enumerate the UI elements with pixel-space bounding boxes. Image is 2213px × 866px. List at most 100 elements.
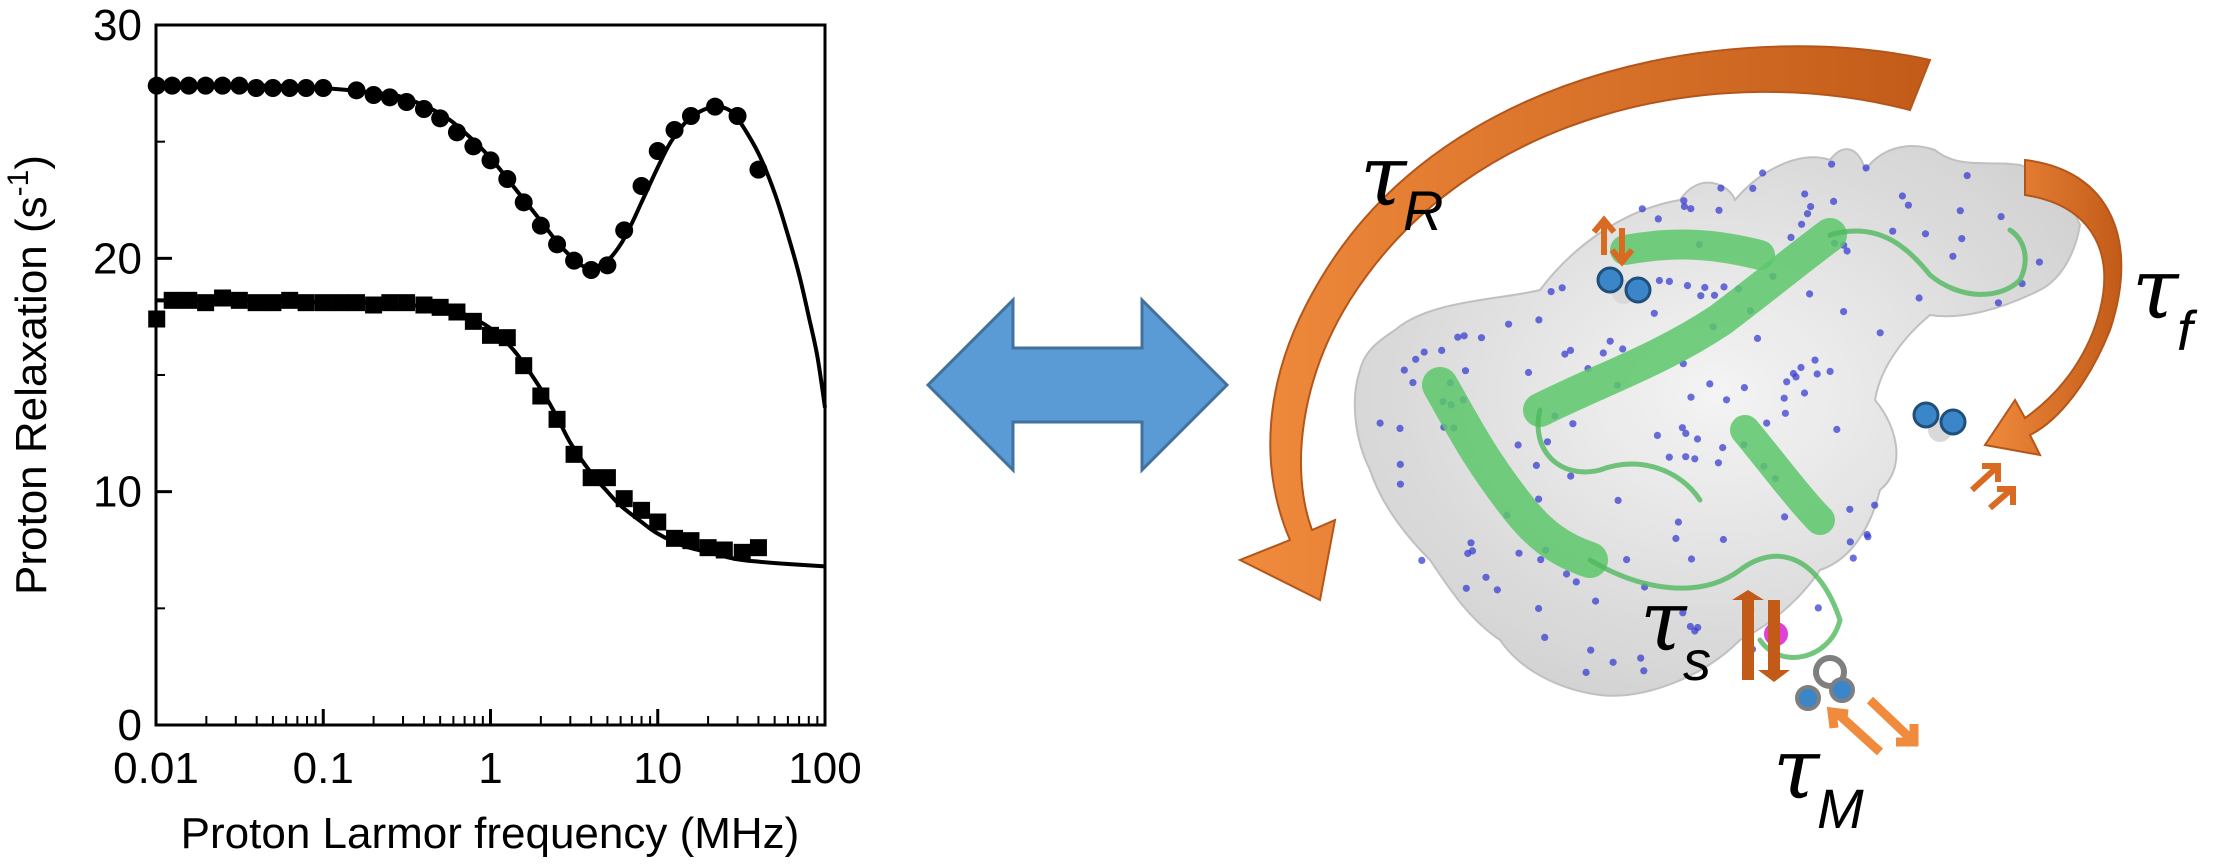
surface-dot <box>1693 435 1702 443</box>
tau-M-label: τ M <box>1773 720 1864 840</box>
surface-dot <box>1547 288 1555 296</box>
loop-1 <box>1827 227 2028 297</box>
surface-dot <box>1687 205 1695 213</box>
data-point-circle <box>179 76 198 95</box>
surface-dot <box>1653 431 1661 439</box>
x-tick-label: 0.01 <box>113 744 199 793</box>
y-tick-label: 20 <box>93 234 142 283</box>
data-point-square <box>515 357 533 375</box>
surface-dot <box>1567 472 1575 480</box>
surface-dot <box>1997 213 2005 221</box>
data-point-square <box>532 387 550 405</box>
y-axis-title-sup: -1 <box>2 170 35 197</box>
surface-dot <box>1717 184 1725 192</box>
data-point-circle <box>347 81 366 100</box>
data-point-circle <box>464 137 483 156</box>
surface-dot <box>1396 424 1404 432</box>
surface-dot <box>1687 393 1695 401</box>
surface-dot <box>1863 530 1871 539</box>
surface-dot <box>1781 409 1789 417</box>
data-point-square <box>715 541 733 559</box>
surface-dot <box>1655 276 1663 285</box>
data-point-square <box>214 289 232 307</box>
data-point-circle <box>147 76 166 95</box>
surface-dot <box>1569 420 1577 428</box>
data-point-square <box>297 294 315 312</box>
data-point-circle <box>247 79 266 97</box>
data-point-square <box>331 294 349 312</box>
surface-dot <box>1956 207 1964 215</box>
data-point-square <box>415 296 433 314</box>
surface-dot <box>1828 160 1836 168</box>
data-point-square <box>148 310 166 328</box>
surface-dot <box>1963 172 1971 180</box>
surface-dot <box>1532 461 1540 469</box>
surface-dot <box>1694 623 1702 632</box>
surface-dot <box>1719 535 1727 544</box>
data-point-circle <box>548 235 567 254</box>
data-point-square <box>649 513 667 531</box>
data-point-square <box>615 490 633 508</box>
surface-dot <box>1637 654 1645 662</box>
svg-text:τ: τ <box>1360 127 1408 225</box>
surface-dot <box>1606 337 1614 345</box>
surface-dot <box>1650 309 1658 317</box>
surface-dot <box>1763 419 1771 427</box>
surface-dot <box>1843 247 1851 255</box>
surface-dot <box>1412 355 1420 363</box>
x-axis: 0.01 0.1 1 10 100 <box>113 709 862 793</box>
surface-dot <box>1438 346 1446 354</box>
exchange-arrows-right-icon <box>1969 463 2016 511</box>
surface-dot <box>1396 460 1404 468</box>
surface-dot <box>1493 586 1501 594</box>
data-point-square <box>749 539 767 557</box>
data-point-square <box>482 326 499 344</box>
y-axis-title: Proton Relaxation (s-1) <box>2 155 56 595</box>
data-point-circle <box>531 216 550 235</box>
data-point-square <box>197 294 215 312</box>
surface-dot <box>1609 658 1617 666</box>
x-tick-label: 100 <box>788 744 861 793</box>
exchange-arrows-electron-icon <box>1732 590 1790 682</box>
data-point-circle <box>498 170 517 188</box>
surface-dot <box>1801 190 1809 198</box>
data-point-circle <box>364 86 383 104</box>
surface-dot <box>1849 554 1857 562</box>
data-point-circle <box>681 107 700 125</box>
data-point-square <box>431 298 449 316</box>
surface-dot <box>1958 235 1966 243</box>
loop-3 <box>1535 407 1703 503</box>
data-point-circle <box>431 109 450 128</box>
data-point-square <box>381 294 399 312</box>
surface-dot <box>1535 316 1543 324</box>
data-point-circle <box>230 76 249 95</box>
surface-dot <box>1706 380 1714 388</box>
data-point-square <box>498 329 516 347</box>
surface-dot <box>1505 320 1513 328</box>
data-point-circle <box>582 261 601 279</box>
surface-dot <box>1665 277 1673 285</box>
water-molecule-bound <box>1795 655 1855 711</box>
surface-dot <box>1798 220 1806 228</box>
surface-dot <box>1679 609 1687 617</box>
data-point-circle <box>263 79 282 97</box>
data-point-circle <box>196 76 215 95</box>
surface-dot <box>1614 496 1622 504</box>
surface-dot <box>1722 396 1731 404</box>
data-point-square <box>565 445 583 463</box>
water-molecule-1 <box>1596 266 1652 304</box>
data-point-circle <box>380 88 399 107</box>
surface-dot <box>1826 367 1834 375</box>
data-point-square <box>598 469 616 487</box>
x-tick-label: 0.1 <box>293 744 354 793</box>
double-arrow-icon <box>925 296 1230 474</box>
surface-dot <box>1541 633 1549 642</box>
data-point-square <box>314 294 332 312</box>
helix-3 <box>1610 229 1775 270</box>
data-point-square <box>448 303 466 321</box>
data-point-circle <box>514 193 533 212</box>
surface-dot <box>1876 329 1884 337</box>
helix-ribbons <box>1422 218 2028 660</box>
surface-dot <box>1833 425 1841 433</box>
